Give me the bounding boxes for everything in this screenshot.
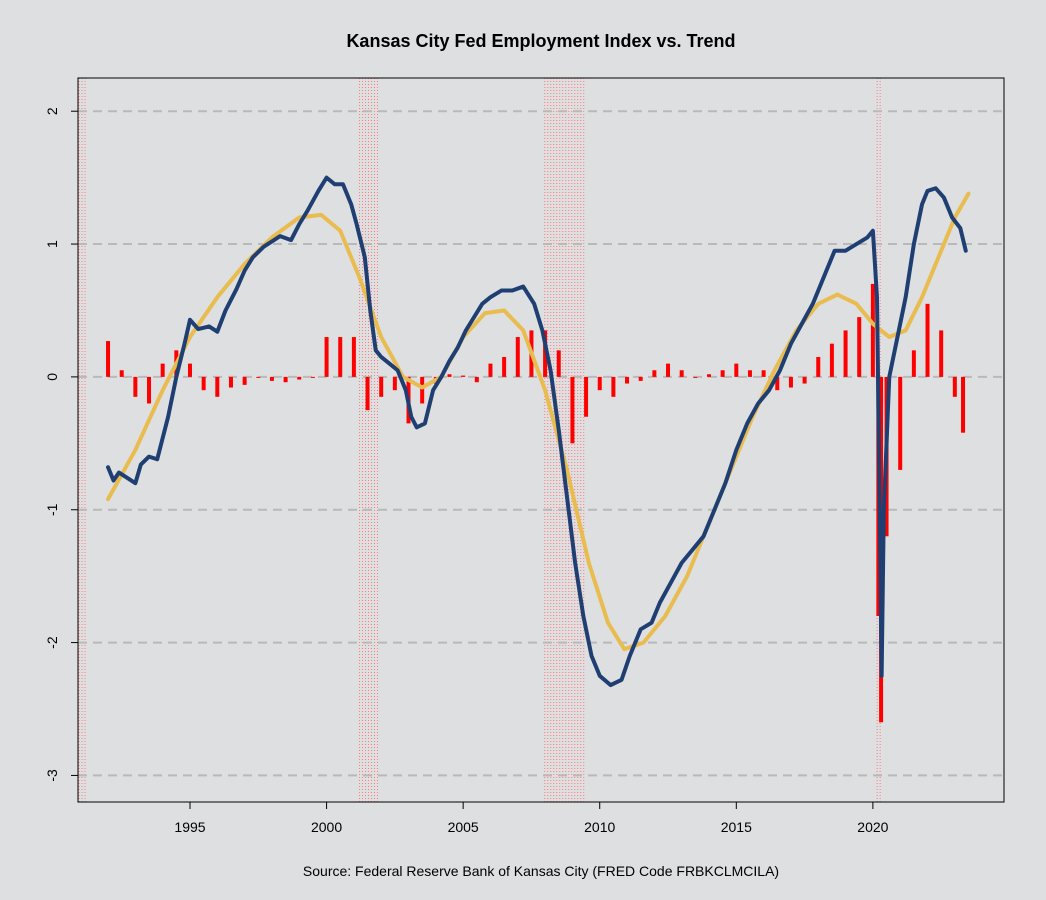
deviation-bar (584, 376, 589, 417)
deviation-bar (952, 376, 957, 397)
deviation-bar (147, 376, 152, 404)
deviation-bar (420, 376, 425, 404)
deviation-bar (242, 376, 247, 385)
x-tick-label: 2000 (311, 819, 342, 835)
deviation-bar (720, 370, 725, 377)
plot-frame (77, 77, 1005, 803)
deviation-bar (747, 370, 752, 377)
deviation-bar (911, 350, 916, 377)
deviation-bar (693, 376, 698, 378)
axis-ticks: 1995 2000 2005 2010 2015 2020 -3 -2 -1 0 1 2 (44, 107, 889, 835)
deviation-bar (256, 376, 261, 378)
deviation-bar (461, 375, 466, 377)
deviation-bar (802, 376, 807, 384)
y-tick-label: -2 (44, 636, 60, 649)
deviation-bar (734, 363, 739, 377)
y-tick-label: -3 (44, 769, 60, 782)
deviation-bar (351, 337, 356, 377)
deviation-bar (925, 303, 930, 377)
deviation-bar (160, 363, 165, 377)
deviation-bar (283, 376, 288, 383)
index-line (106, 175, 968, 688)
deviation-bar (638, 376, 643, 381)
plot-area (78, 78, 1004, 802)
deviation-bar (133, 376, 138, 397)
deviation-bar (870, 283, 875, 377)
deviation-bar (961, 376, 966, 433)
y-tick-label: 2 (44, 107, 60, 115)
deviation-bar (816, 356, 821, 377)
deviation-bar (515, 337, 520, 377)
y-tick-label: 0 (44, 373, 60, 381)
deviation-bar (187, 363, 192, 377)
deviation-bar (898, 376, 903, 470)
trend-line (106, 191, 971, 652)
deviation-bar (474, 376, 479, 383)
x-tick-label: 2020 (857, 819, 888, 835)
deviation-bar (324, 337, 329, 377)
deviation-bar (829, 343, 834, 377)
deviation-bar (201, 376, 206, 391)
deviation-bar (652, 370, 657, 377)
deviation-bar (502, 356, 507, 377)
deviation-bar (543, 330, 548, 377)
deviation-bar (488, 363, 493, 377)
deviation-bar (365, 376, 370, 411)
deviation-bar (666, 363, 671, 377)
x-tick-label: 2005 (448, 819, 479, 835)
deviation-bar (215, 376, 220, 397)
deviation-bar (570, 376, 575, 444)
deviation-bar (310, 376, 315, 378)
y-tick-label: -1 (44, 503, 60, 516)
deviation-bar (625, 376, 630, 384)
chart-title: Kansas City Fed Employment Index vs. Tre… (346, 31, 735, 51)
source-caption: Source: Federal Reserve Bank of Kansas C… (303, 863, 779, 879)
deviation-bar (338, 337, 343, 377)
y-tick-label: 1 (44, 240, 60, 248)
deviation-bar (556, 350, 561, 377)
deviation-bar (857, 317, 862, 377)
x-tick-label: 1995 (174, 819, 205, 835)
deviation-bar (706, 374, 711, 377)
deviation-bar (939, 330, 944, 377)
deviation-bar (597, 376, 602, 391)
deviation-bar (119, 370, 124, 377)
deviation-bar (611, 376, 616, 397)
deviation-bar (788, 376, 793, 388)
deviation-bar (392, 376, 397, 391)
deviation-bar (843, 330, 848, 377)
deviation-bar (679, 370, 684, 377)
deviation-bar (269, 376, 274, 381)
x-tick-label: 2010 (584, 819, 615, 835)
deviation-bar (228, 376, 233, 388)
deviation-bar (447, 374, 452, 377)
deviation-bar (297, 376, 302, 380)
deviation-bar (379, 376, 384, 397)
x-tick-label: 2015 (721, 819, 752, 835)
deviation-bar (106, 341, 111, 377)
deviation-bar (761, 370, 766, 377)
deviation-bar (775, 376, 780, 391)
